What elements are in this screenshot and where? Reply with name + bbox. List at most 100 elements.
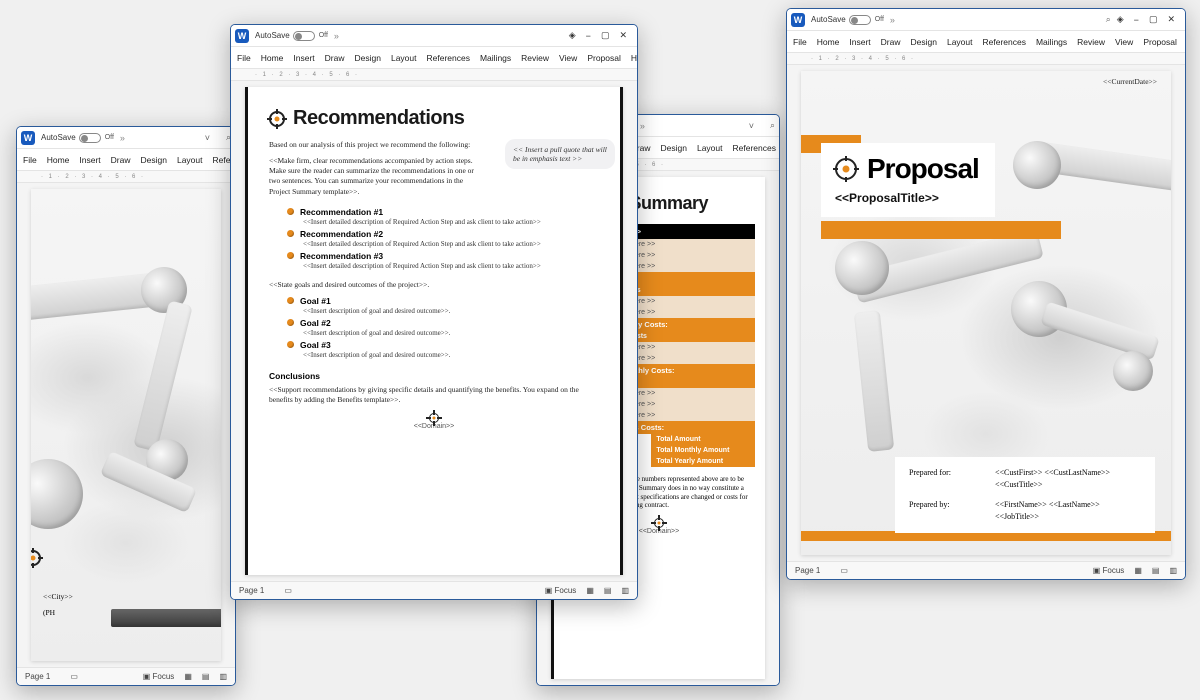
tab[interactable]: Layout xyxy=(391,53,417,63)
autosave-toggle[interactable]: AutoSave Off xyxy=(255,31,328,41)
tab[interactable]: Mailings xyxy=(1036,37,1067,47)
tab[interactable]: Design xyxy=(661,143,687,153)
tab[interactable]: Draw xyxy=(325,53,345,63)
bullet-icon xyxy=(287,208,294,215)
body-text: <<Insert description of goal and desired… xyxy=(303,307,599,315)
view-icon[interactable]: ▥ xyxy=(219,672,227,681)
list-item: Recommendation #3 xyxy=(300,251,383,261)
tab[interactable]: Layout xyxy=(947,37,973,47)
search-icon[interactable]: ⌕ xyxy=(1106,14,1111,25)
tab[interactable]: References xyxy=(427,53,470,63)
view-icon[interactable]: ▥ xyxy=(1169,566,1177,575)
page-title: Proposal xyxy=(867,153,979,185)
minimize-icon[interactable]: − xyxy=(586,31,591,41)
minimize-icon[interactable]: − xyxy=(1134,15,1139,25)
tab[interactable]: File xyxy=(237,53,251,63)
document-area[interactable]: Recommendations Based on our analysis of… xyxy=(231,81,637,581)
tab[interactable]: View xyxy=(559,53,577,63)
tab[interactable]: Home xyxy=(261,53,284,63)
bullet-icon xyxy=(287,319,294,326)
autosave-toggle[interactable]: AutoSave Off xyxy=(41,133,114,143)
document-page: Recommendations Based on our analysis of… xyxy=(245,87,623,575)
tab[interactable]: Design xyxy=(141,155,167,165)
document-area[interactable]: <<City>> (PH xyxy=(17,183,235,667)
maximize-icon[interactable]: ▢ xyxy=(1149,14,1158,25)
table-row: Total Yearly Amount xyxy=(651,456,755,467)
list-item: Goal #3 xyxy=(300,340,331,350)
maximize-icon[interactable]: ▢ xyxy=(601,30,610,41)
body-text: <<Insert detailed description of Require… xyxy=(303,218,599,226)
ruler: · 1 · 2 · 3 · 4 · 5 · 6 · xyxy=(231,69,637,81)
tab[interactable]: Design xyxy=(355,53,381,63)
word-window-4: W AutoSave Off » ⌕ ◈ − ▢ ✕ File Home Ins… xyxy=(786,8,1186,580)
tab[interactable]: Mailings xyxy=(480,53,511,63)
list-item: Goal #2 xyxy=(300,318,331,328)
tab[interactable]: Proposal xyxy=(1143,37,1177,47)
ribbon-tabs[interactable]: File Home Insert Draw Design Layout Refe… xyxy=(231,47,637,69)
tab[interactable]: File xyxy=(23,155,37,165)
gear-icon xyxy=(31,550,41,566)
placeholder-text: <<CurrentDate>> xyxy=(1103,77,1157,86)
chevron-down-icon[interactable]: ˅ xyxy=(749,121,754,131)
body-text: <<Make firm, clear recommendations accom… xyxy=(269,156,479,197)
share-icon[interactable]: ◈ xyxy=(1117,14,1124,25)
body-text: <<Insert detailed description of Require… xyxy=(303,240,599,248)
page-indicator: Page 1 xyxy=(239,586,264,595)
view-icon[interactable]: ▤ xyxy=(604,586,612,595)
search-icon[interactable]: ⌕ xyxy=(770,120,775,131)
tab[interactable]: Insert xyxy=(849,37,870,47)
word-app-icon: W xyxy=(235,29,249,43)
tab[interactable]: Draw xyxy=(881,37,901,47)
word-window-2: W AutoSave Off » ◈ − ▢ ✕ File Home Inser… xyxy=(230,24,638,600)
view-icon[interactable]: ▦ xyxy=(586,586,594,595)
tab[interactable]: Insert xyxy=(293,53,314,63)
view-icon[interactable]: ▦ xyxy=(1134,566,1142,575)
view-icon[interactable]: ▦ xyxy=(184,672,192,681)
share-icon[interactable]: ◈ xyxy=(569,30,576,41)
view-icon[interactable]: ▤ xyxy=(1152,566,1160,575)
placeholder-text: <<ProposalTitle>> xyxy=(835,191,979,205)
tab[interactable]: Home xyxy=(47,155,70,165)
tab[interactable]: Proposal xyxy=(587,53,621,63)
gear-icon xyxy=(835,158,857,180)
pull-quote: << Insert a pull quote that will be in e… xyxy=(505,139,615,169)
bullet-icon xyxy=(287,252,294,259)
view-icon[interactable]: ▥ xyxy=(621,586,629,595)
tab[interactable]: Review xyxy=(1077,37,1105,47)
status-bar: Page 1 ▭ ▣ Focus ▦ ▤ ▥ xyxy=(17,667,235,685)
close-icon[interactable]: ✕ xyxy=(1167,14,1175,25)
tab[interactable]: References xyxy=(733,143,776,153)
close-icon[interactable]: ✕ xyxy=(619,30,627,41)
document-area[interactable]: <<CurrentDate>> Proposal <<ProposalTitle… xyxy=(787,65,1185,561)
page-title: Recommendations xyxy=(269,107,599,130)
word-app-icon: W xyxy=(21,131,35,145)
tab[interactable]: Design xyxy=(911,37,937,47)
body-text: <<Insert description of goal and desired… xyxy=(303,329,599,337)
tab[interactable]: Draw xyxy=(111,155,131,165)
document-page: <<CurrentDate>> Proposal <<ProposalTitle… xyxy=(801,71,1171,555)
focus-mode-button[interactable]: ▣ Focus xyxy=(143,672,175,681)
tab[interactable]: Layout xyxy=(697,143,723,153)
chevron-down-icon[interactable]: ˅ xyxy=(205,133,210,143)
tab[interactable]: View xyxy=(1115,37,1133,47)
footer-domain: <<Domain>> xyxy=(269,413,599,430)
word-app-icon: W xyxy=(791,13,805,27)
tab[interactable]: Insert xyxy=(79,155,100,165)
tab[interactable]: Home xyxy=(817,37,840,47)
table-row: Total Amount xyxy=(651,434,755,445)
ribbon-tabs[interactable]: File Home Insert Draw Design Layout Refe… xyxy=(17,149,235,171)
prepared-box: Prepared for: <<CustFirst>> <<CustLastNa… xyxy=(895,457,1155,533)
ribbon-tabs[interactable]: File Home Insert Draw Design Layout Refe… xyxy=(787,31,1185,53)
tab[interactable]: Review xyxy=(521,53,549,63)
body-text: <<Support recommendations by giving spec… xyxy=(269,385,599,405)
titlebar: W AutoSave Off » ˅ ⌕ xyxy=(17,127,235,149)
titlebar: W AutoSave Off » ⌕ ◈ − ▢ ✕ xyxy=(787,9,1185,31)
tab[interactable]: File xyxy=(793,37,807,47)
tab[interactable]: References xyxy=(983,37,1026,47)
tab[interactable]: Help xyxy=(631,53,638,63)
tab[interactable]: Layout xyxy=(177,155,203,165)
focus-mode-button[interactable]: ▣ Focus xyxy=(1093,566,1125,575)
focus-mode-button[interactable]: ▣ Focus xyxy=(545,586,577,595)
autosave-toggle[interactable]: AutoSave Off xyxy=(811,15,884,25)
view-icon[interactable]: ▤ xyxy=(202,672,210,681)
